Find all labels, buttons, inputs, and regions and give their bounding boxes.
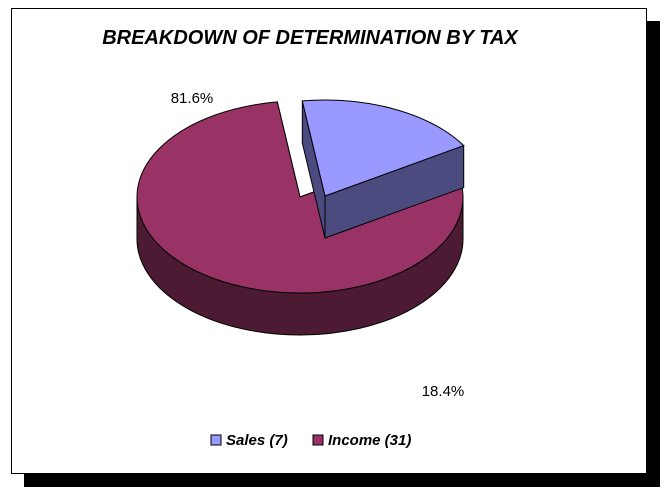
legend-label-sales: Sales (7) [226,432,288,449]
chart-title: BREAKDOWN OF DETERMINATION BY TAX [102,27,519,49]
pct-label-sales: 18.4% [422,383,465,400]
legend-swatch-income [312,434,324,446]
legend-swatch-sales [210,434,222,446]
pie-layer [136,99,465,336]
pct-label-income: 81.6% [171,90,214,107]
pie-slice-sales [301,99,465,197]
legend: Sales (7) Income (31) [210,432,411,449]
legend-label-income: Income (31) [328,432,411,449]
pie-slice-income [136,101,464,294]
